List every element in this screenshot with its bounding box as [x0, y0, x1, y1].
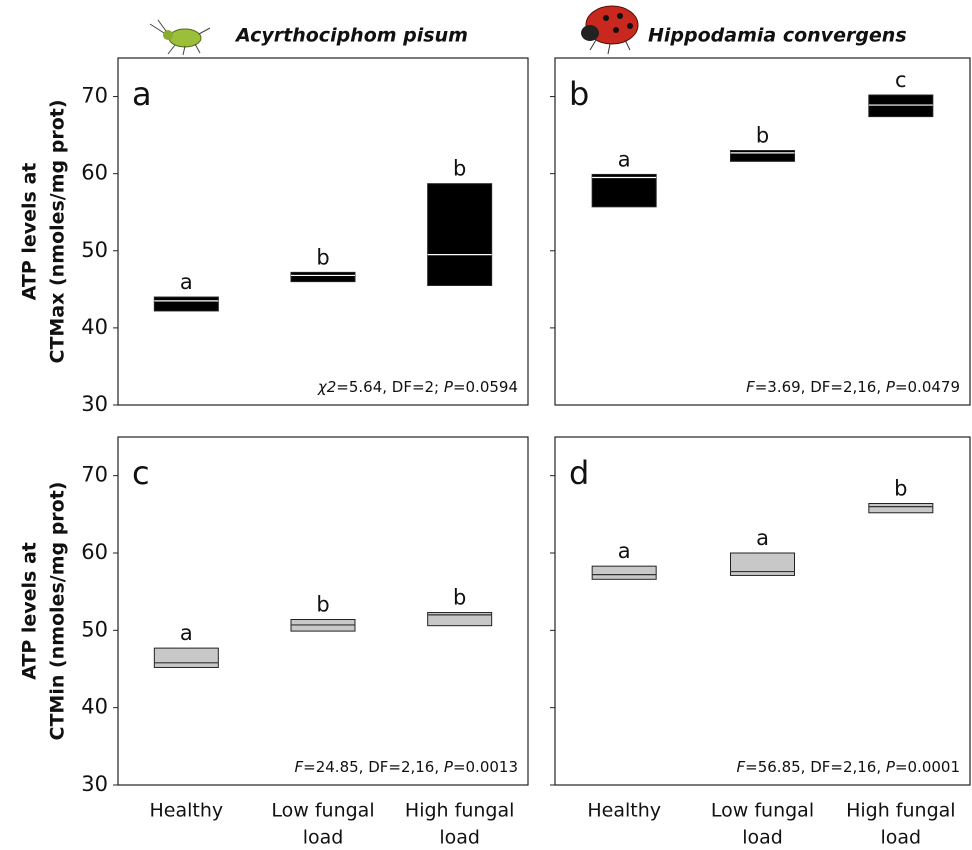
y-tick-label: 50 [81, 617, 108, 641]
stat-part: =56.85, DF=2,16, [745, 758, 886, 776]
group-label: b [316, 245, 329, 269]
box [869, 504, 933, 513]
stat-part: =0.0479 [895, 378, 960, 396]
box [731, 151, 795, 162]
x-tick-label: Healthy [587, 800, 661, 822]
group-label: b [453, 586, 466, 610]
group-label: a [618, 539, 631, 563]
stat-annotation: F=3.69, DF=2,16, P=0.0479 [746, 378, 960, 396]
box [592, 566, 656, 579]
y-axis-label: CTMax (nmoles/mg prot) [47, 99, 69, 363]
stat-part: F [295, 758, 304, 776]
stat-annotation: χ2=5.64, DF=2; P=0.0594 [317, 378, 518, 396]
stat-part: χ2 [317, 378, 336, 396]
stat-part: F [737, 758, 746, 776]
x-tick-label: load [439, 827, 480, 849]
group-label: b [453, 157, 466, 181]
page: Acyrthociphom pisum a 30 40 50 60 70 ATP levels… [0, 0, 972, 850]
stat-part: =0.0001 [895, 758, 960, 776]
box [291, 272, 355, 281]
x-tick-label: load [303, 827, 344, 849]
x-tick-label: Healthy [150, 800, 224, 822]
stat-part: =24.85, DF=2,16, [303, 758, 444, 776]
stat-part: =3.69, DF=2,16, [755, 378, 886, 396]
y-axis-label: ATP levels at [19, 163, 41, 301]
y-tick-label: 30 [81, 772, 108, 796]
y-axis-label: ATP levels at [19, 542, 41, 680]
x-tick-label: High fungal [846, 800, 955, 822]
group-label: a [180, 270, 193, 294]
y-tick-label: 70 [81, 463, 108, 487]
stat-part: =5.64, DF=2; [336, 378, 444, 396]
y-tick-label: 70 [81, 84, 108, 108]
box [869, 95, 933, 117]
x-tick-label: load [881, 827, 922, 849]
figure: Acyrthociphom pisum a 30 40 50 60 70 ATP levels… [0, 0, 972, 850]
stat-part: F [746, 378, 755, 396]
y-tick-label: 60 [81, 540, 108, 564]
y-tick-label: 60 [81, 161, 108, 185]
stat-part: =0.0013 [453, 758, 518, 776]
y-tick-label: 30 [81, 392, 108, 416]
x-tick-label: load [742, 827, 783, 849]
panel-frame [555, 437, 970, 785]
x-tick-label: High fungal [405, 800, 514, 822]
species-title: Hippodamia convergens [648, 25, 907, 47]
aphid-icon [150, 20, 210, 55]
box [154, 297, 218, 311]
group-label: b [316, 593, 329, 617]
group-label: b [894, 477, 907, 501]
species-title: Acyrthociphom pisum [234, 25, 468, 47]
x-tick-label: Low fungal [271, 800, 374, 822]
panel-label: b [569, 75, 589, 113]
stat-part: =0.0594 [453, 378, 518, 396]
x-tick-label: Low fungal [711, 800, 814, 822]
stat-annotation: F=56.85, DF=2,16, P=0.0001 [737, 758, 960, 776]
box [428, 184, 492, 286]
panel-label: c [132, 454, 150, 492]
y-tick-label: 50 [81, 238, 108, 262]
group-label: a [618, 147, 631, 171]
group-label: b [756, 124, 769, 148]
stat-annotation: F=24.85, DF=2,16, P=0.0013 [295, 758, 518, 776]
box [154, 648, 218, 667]
ladybug-icon [581, 6, 638, 54]
y-tick-label: 40 [81, 695, 108, 719]
panel-label: d [569, 454, 589, 492]
group-label: c [895, 68, 907, 92]
y-axis-label: CTMin (nmoles/mg prot) [47, 482, 69, 741]
box [592, 174, 656, 206]
group-label: a [180, 621, 193, 645]
y-tick-label: 40 [81, 315, 108, 339]
group-label: a [756, 526, 769, 550]
panel-label: a [132, 75, 152, 113]
